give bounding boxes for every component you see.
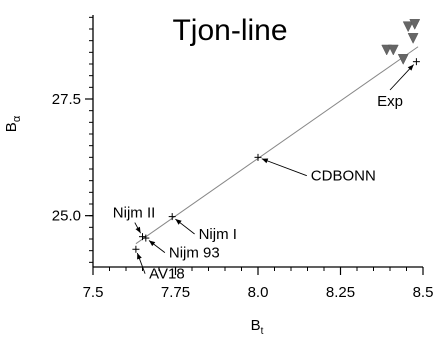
- point-marker: [254, 153, 262, 161]
- leader-line: [261, 158, 307, 177]
- tjon-trend-line: [135, 46, 419, 245]
- annotation-label: Nijm 93: [169, 245, 220, 262]
- triangle-marker: [409, 19, 421, 30]
- annotation-label: Nijm I: [199, 226, 237, 243]
- x-tick-label: 8.5: [413, 284, 434, 301]
- x-axis-label-main: B: [251, 317, 261, 334]
- trend-line: [135, 46, 419, 245]
- x-tick-label: 7.5: [83, 284, 104, 301]
- y-axis-label-main: B: [3, 122, 20, 132]
- triangle-marker: [387, 44, 399, 56]
- leader-arrowhead: [175, 219, 182, 225]
- point-marker: [132, 245, 140, 253]
- triangle-marker: [397, 54, 409, 65]
- x-axis-label-sub: t: [261, 326, 264, 337]
- triangle-marker: [402, 21, 414, 33]
- annotation-leaders: [134, 64, 415, 274]
- leader-arrowhead: [407, 64, 414, 71]
- y-axis-label-sub: α: [11, 115, 23, 122]
- annotation-label: Exp: [377, 93, 403, 110]
- x-tick-label: 8.25: [326, 284, 355, 301]
- annotation-label: AV18: [149, 266, 185, 283]
- leader-arrowhead: [148, 240, 156, 247]
- leader-arrowhead: [261, 158, 269, 164]
- y-tick-label: 27.5: [52, 91, 81, 108]
- point-marker: [142, 234, 150, 242]
- triangle-marker: [381, 44, 393, 56]
- point-marker: [168, 213, 176, 221]
- x-tick-label: 8.0: [248, 284, 269, 301]
- leader-arrowhead: [137, 253, 142, 260]
- x-tick-label: 7.75: [161, 284, 190, 301]
- point-marker: [139, 233, 146, 241]
- annotation-labels: Nijm II Nijm 93 AV18 Nijm I CDBONN Exp: [113, 93, 403, 283]
- point-marker: [412, 58, 420, 66]
- triangle-marker: [407, 33, 419, 44]
- y-tick-label: 25.0: [52, 208, 81, 225]
- axes: 7.5 7.75 8.0 8.25 8.5 25.0 27.5: [52, 15, 434, 301]
- y-axis-label: Bα: [3, 115, 23, 132]
- leader-arrowhead: [135, 226, 141, 234]
- axis-titles: Bt Bα: [3, 115, 264, 337]
- chart-title: Tjon-line: [172, 14, 287, 47]
- annotation-label: CDBONN: [311, 168, 376, 185]
- data-points: [132, 19, 421, 253]
- annotation-label: Nijm II: [113, 205, 156, 222]
- x-axis-label: Bt: [251, 317, 264, 337]
